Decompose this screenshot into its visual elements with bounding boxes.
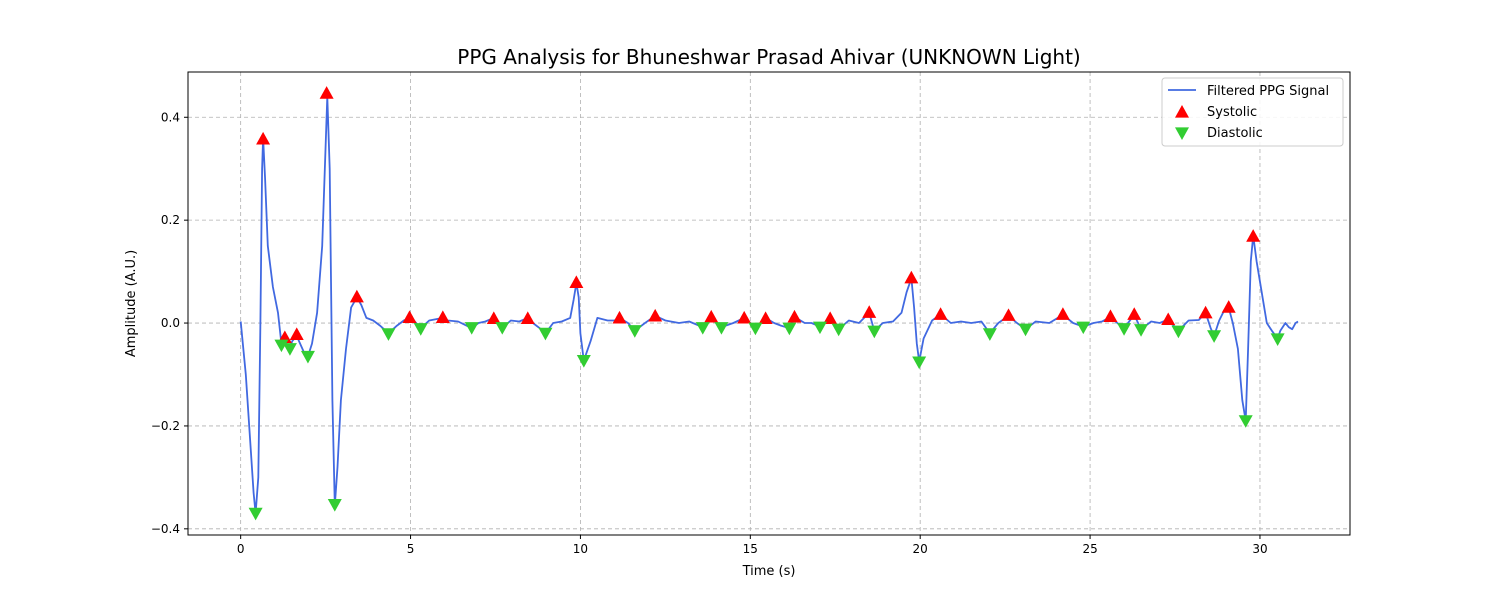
y-axis-label: Amplitude (A.U.) (124, 250, 139, 357)
diastolic-marker (300, 350, 315, 364)
systolic-marker (1221, 300, 1236, 313)
systolic-marker (1001, 308, 1016, 321)
diastolic-marker (695, 322, 710, 335)
x-tick-label: 20 (913, 542, 928, 556)
legend-label-systolic: Systolic (1207, 105, 1257, 120)
diastolic-marker (831, 323, 846, 337)
diastolic-marker (538, 327, 553, 341)
legend-diastolic-marker (1175, 127, 1189, 140)
y-tick-label: 0.2 (161, 213, 180, 227)
diastolic-marker (1076, 321, 1091, 335)
diastolic-marker (1117, 323, 1132, 336)
diastolic-marker (282, 343, 297, 356)
diastolic-marker (464, 322, 479, 335)
legend: Filtered PPG Signal Systolic Diastolic (1161, 77, 1344, 147)
systolic-marker (319, 86, 334, 99)
systolic-marker (1103, 309, 1118, 322)
marker-layer (248, 86, 1285, 521)
diastolic-marker (248, 507, 263, 521)
y-tick-label: −0.2 (151, 419, 180, 433)
diastolic-marker (1207, 330, 1222, 343)
systolic-marker (256, 131, 271, 145)
systolic-marker (787, 309, 802, 323)
systolic-marker (520, 311, 535, 325)
x-tick-label: 10 (573, 542, 588, 556)
systolic-marker (349, 289, 364, 303)
systolic-marker (486, 311, 501, 325)
systolic-marker (1161, 312, 1176, 326)
systolic-marker (569, 275, 584, 289)
systolic-marker (289, 327, 304, 340)
systolic-marker (823, 311, 838, 325)
systolic-marker (862, 305, 877, 318)
diastolic-marker (627, 325, 642, 338)
diastolic-marker (714, 322, 729, 335)
x-tick-label: 15 (743, 542, 758, 556)
systolic-marker (612, 310, 627, 324)
diastolic-marker (576, 355, 591, 368)
diastolic-marker (912, 356, 927, 370)
signal-layer (239, 95, 1299, 515)
y-tick-label: −0.4 (151, 522, 180, 536)
diastolic-marker (1171, 325, 1186, 339)
systolic-marker (1127, 307, 1142, 320)
diastolic-marker (274, 339, 289, 353)
systolic-marker (1246, 229, 1261, 242)
x-tick-label: 0 (237, 542, 245, 556)
y-tick-label: 0.0 (161, 316, 180, 330)
diastolic-marker (748, 322, 763, 336)
diastolic-marker (867, 325, 882, 339)
systolic-marker (435, 310, 450, 323)
x-tick-label: 30 (1252, 542, 1267, 556)
diastolic-marker (1270, 333, 1285, 346)
legend-label-diastolic: Diastolic (1207, 126, 1263, 141)
chart-title: PPG Analysis for Bhuneshwar Prasad Ahiva… (457, 45, 1080, 69)
systolic-marker (933, 307, 948, 320)
y-tick-label: 0.4 (161, 110, 180, 124)
diastolic-marker (982, 328, 997, 341)
diastolic-marker (327, 499, 342, 512)
x-tick-label: 25 (1082, 542, 1097, 556)
legend-box (1161, 77, 1344, 147)
legend-label-signal: Filtered PPG Signal (1207, 84, 1329, 99)
x-axis-label: Time (s) (742, 564, 796, 579)
systolic-marker (1055, 307, 1070, 320)
diastolic-marker (1018, 323, 1033, 337)
systolic-marker (1198, 305, 1213, 319)
systolic-marker (402, 310, 417, 323)
systolic-marker (758, 311, 773, 325)
diastolic-marker (782, 322, 797, 336)
systolic-marker (904, 270, 919, 284)
diastolic-marker (1238, 415, 1253, 428)
diastolic-marker (381, 328, 396, 341)
systolic-marker (737, 310, 752, 324)
ppg-signal-line (239, 95, 1299, 515)
diastolic-marker (413, 323, 428, 336)
plot-frame (187, 71, 1351, 536)
x-tick-label: 5 (407, 542, 415, 556)
systolic-marker (704, 309, 719, 323)
diastolic-marker (495, 322, 510, 335)
legend-systolic-marker (1175, 105, 1189, 118)
diastolic-marker (812, 321, 827, 335)
ticks: 0 5 10 15 20 25 30 −0.4 −0.2 0.0 0.2 0.4 (151, 110, 1268, 556)
diastolic-marker (1134, 324, 1149, 337)
systolic-marker (648, 308, 663, 322)
